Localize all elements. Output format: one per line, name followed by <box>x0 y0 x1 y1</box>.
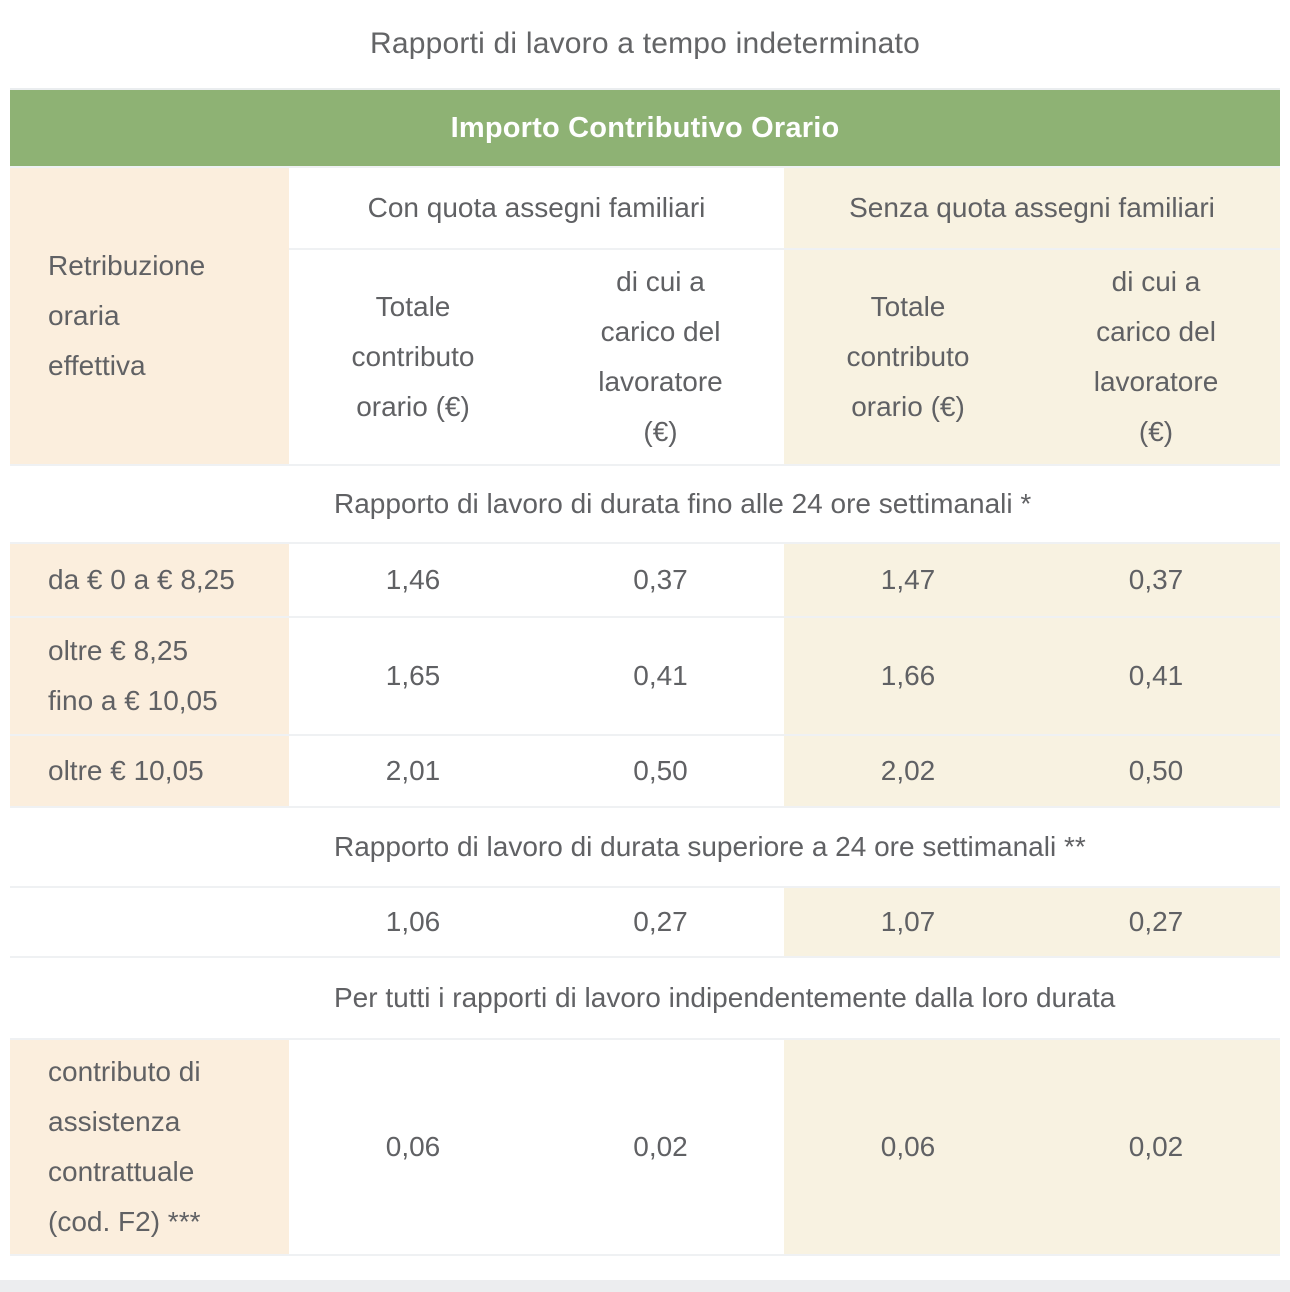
group-header-row: Retribuzione oraria effettiva Con quota … <box>10 167 1281 466</box>
row-label-cell-empty <box>10 887 289 958</box>
table-row: 1,06 0,27 1,07 0,27 <box>10 887 1281 958</box>
section-title-tutti: Per tutti i rapporti di lavoro indipende… <box>10 957 1281 1040</box>
bottom-divider <box>0 1280 1290 1292</box>
value-cell: 1,46 <box>289 543 537 618</box>
section-title-superiore-24: Rapporto di lavoro di durata superiore a… <box>10 807 1281 888</box>
value-cell: 0,06 <box>289 1039 537 1256</box>
value-cell: 2,02 <box>784 735 1032 808</box>
section-row-superiore-24: Rapporto di lavoro di durata superiore a… <box>10 807 1281 888</box>
value-cell: 1,66 <box>784 617 1032 736</box>
value-cell: 0,02 <box>1032 1039 1281 1256</box>
table-title: Importo Contributivo Orario <box>10 89 1281 168</box>
subheader-row: Totale contributo orario (€) di cui a ca… <box>10 249 1281 466</box>
section-row-tutti: Per tutti i rapporti di lavoro indipende… <box>10 957 1281 1040</box>
value-cell: 0,27 <box>537 887 784 958</box>
group-header-senza-quota: Senza quota assegni familiari <box>784 167 1281 250</box>
value-cell: 2,01 <box>289 735 537 808</box>
value-cell: 0,50 <box>1032 735 1281 808</box>
value-cell: 1,65 <box>289 617 537 736</box>
row-label-cell: oltre € 8,25 fino a € 10,05 <box>10 617 289 736</box>
subheader-carico-senza: di cui a carico del lavoratore (€) <box>1032 249 1281 466</box>
table-row: da € 0 a € 8,25 1,46 0,37 1,47 0,37 <box>10 543 1281 618</box>
value-cell: 0,41 <box>537 617 784 736</box>
section-row-fino-24: Rapporto di lavoro di durata fino alle 2… <box>10 465 1281 544</box>
page-title: Rapporti di lavoro a tempo indeterminato <box>370 27 920 60</box>
value-cell: 0,02 <box>537 1039 784 1256</box>
row-label-cell: oltre € 10,05 <box>10 735 289 808</box>
subheader-carico-con: di cui a carico del lavoratore (€) <box>537 249 784 466</box>
contribution-table: Importo Contributivo Orario Retribuzione… <box>10 88 1281 1256</box>
value-cell: 0,37 <box>1032 543 1281 618</box>
section-title-fino-24: Rapporto di lavoro di durata fino alle 2… <box>10 465 1281 544</box>
value-cell: 0,37 <box>537 543 784 618</box>
table-row: oltre € 8,25 fino a € 10,05 1,65 0,41 1,… <box>10 617 1281 736</box>
value-cell: 0,50 <box>537 735 784 808</box>
value-cell: 0,06 <box>784 1039 1032 1256</box>
row-label-cell: da € 0 a € 8,25 <box>10 543 289 618</box>
row-label-header-cell: Retribuzione oraria effettiva <box>10 167 289 466</box>
row-label-cell: contributo di assistenza contrattuale (c… <box>10 1039 289 1256</box>
value-cell: 1,47 <box>784 543 1032 618</box>
value-cell: 0,41 <box>1032 617 1281 736</box>
subheader-totale-senza: Totale contributo orario (€) <box>784 249 1032 466</box>
table-row: contributo di assistenza contrattuale (c… <box>10 1039 1281 1256</box>
value-cell: 1,06 <box>289 887 537 958</box>
value-cell: 0,27 <box>1032 887 1281 958</box>
subheader-totale-con: Totale contributo orario (€) <box>289 249 537 466</box>
group-header-con-quota: Con quota assegni familiari <box>289 167 784 250</box>
value-cell: 1,07 <box>784 887 1032 958</box>
table-row: oltre € 10,05 2,01 0,50 2,02 0,50 <box>10 735 1281 808</box>
table-title-row: Importo Contributivo Orario <box>10 89 1281 168</box>
